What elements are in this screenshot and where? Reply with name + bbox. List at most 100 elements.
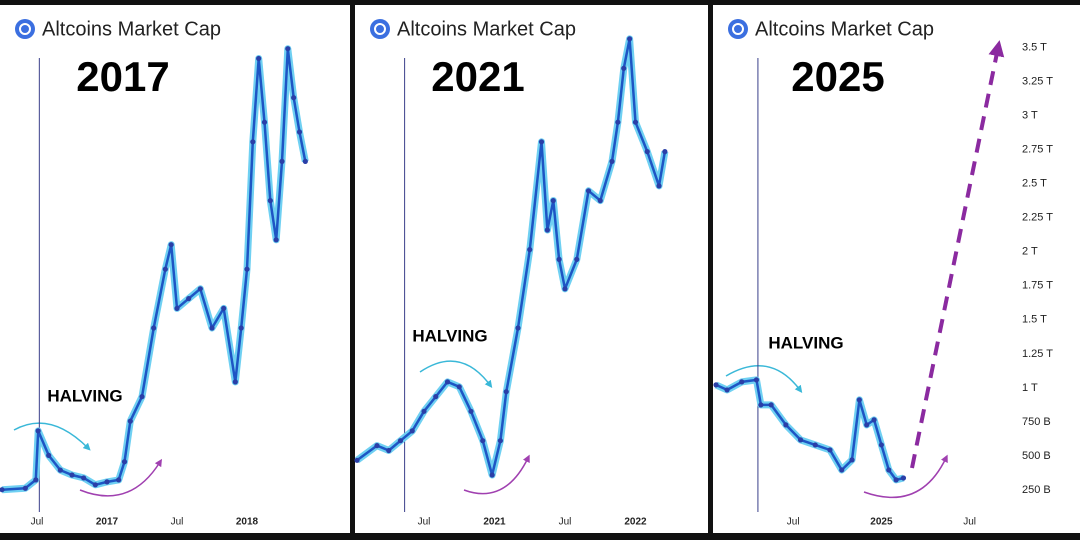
y-tick-label: 500 B [1022,450,1051,462]
point [209,325,215,331]
x-tick-label: 2018 [236,517,259,528]
logo [15,19,35,39]
x-tick-label: Jul [418,517,431,528]
point [783,422,789,428]
point [585,188,592,194]
point [724,387,730,393]
point [33,477,39,483]
point [162,266,168,272]
point [121,459,128,465]
y-tick-label: 2.25 T [1022,212,1053,224]
point [864,422,870,428]
point [456,384,462,390]
point [562,286,568,292]
year-label: 2021 [431,53,524,100]
point [839,467,845,473]
point [57,467,63,473]
y-tick-label: 1.75 T [1022,280,1053,292]
line [356,37,667,477]
point [168,242,174,248]
point [538,139,545,145]
point [597,198,603,204]
point [139,394,145,400]
point [812,442,818,448]
point [497,438,503,444]
point [615,119,621,125]
point [713,382,719,388]
halving-label: HALVING [47,386,122,405]
point [35,428,41,434]
y-tick-label: 3 T [1022,110,1038,122]
arrow [725,365,803,393]
point [104,479,110,485]
x-tick-label: 2022 [624,517,647,528]
point [256,55,262,62]
point [374,443,380,449]
point [900,475,907,481]
point [871,417,877,423]
point [753,377,760,383]
point [758,402,764,408]
year-label: 2017 [76,53,169,100]
point [22,485,28,491]
point [151,325,157,331]
point [503,389,509,395]
point [827,447,833,453]
point [397,438,404,444]
arrow [13,422,91,451]
halving-label: HALVING [768,333,843,352]
x-tick-label: Jul [787,517,800,528]
point [739,379,745,385]
point [174,305,180,311]
x-tick-label: Jul [31,517,44,528]
point [232,379,238,385]
y-tick-label: 250 B [1022,484,1051,496]
x-tick-label: Jul [559,517,572,528]
point [261,119,268,125]
chart-title: Altcoins Market Cap [397,18,576,40]
point [285,46,291,52]
chart-title: Altcoins Market Cap [42,18,221,40]
point [556,256,562,262]
point [489,472,495,478]
point [515,325,521,331]
point [444,379,451,385]
logo [728,19,748,39]
point [632,119,639,125]
y-tick-label: 3.25 T [1022,76,1053,88]
point [244,266,250,272]
logo-inner [19,23,31,35]
point [574,256,580,262]
point [409,428,415,434]
point [386,447,392,454]
point [186,296,192,302]
x-tick-label: Jul [963,517,976,528]
point [127,418,133,424]
x-tick-label: Jul [171,517,184,528]
projection-arrow [910,40,1005,469]
point [46,452,52,458]
y-tick-label: 1.25 T [1022,348,1053,360]
point [267,198,273,204]
point [221,305,227,311]
point [116,477,122,483]
point [92,482,98,488]
x-tick-label: 2021 [483,517,506,528]
point [197,286,203,292]
point [354,457,360,463]
x-tick-label: 2017 [96,517,119,528]
point [273,237,279,243]
point [279,158,285,164]
arrow [863,454,948,499]
arrow [79,458,162,497]
y-tick-label: 1 T [1022,382,1038,394]
point [627,36,633,42]
logo-inner [374,23,386,35]
point [849,457,855,463]
y-tick-label: 3.5 T [1022,42,1047,54]
point [644,149,650,155]
point [468,408,474,414]
arrow [463,454,530,495]
x-tick-label: 2025 [870,517,893,528]
